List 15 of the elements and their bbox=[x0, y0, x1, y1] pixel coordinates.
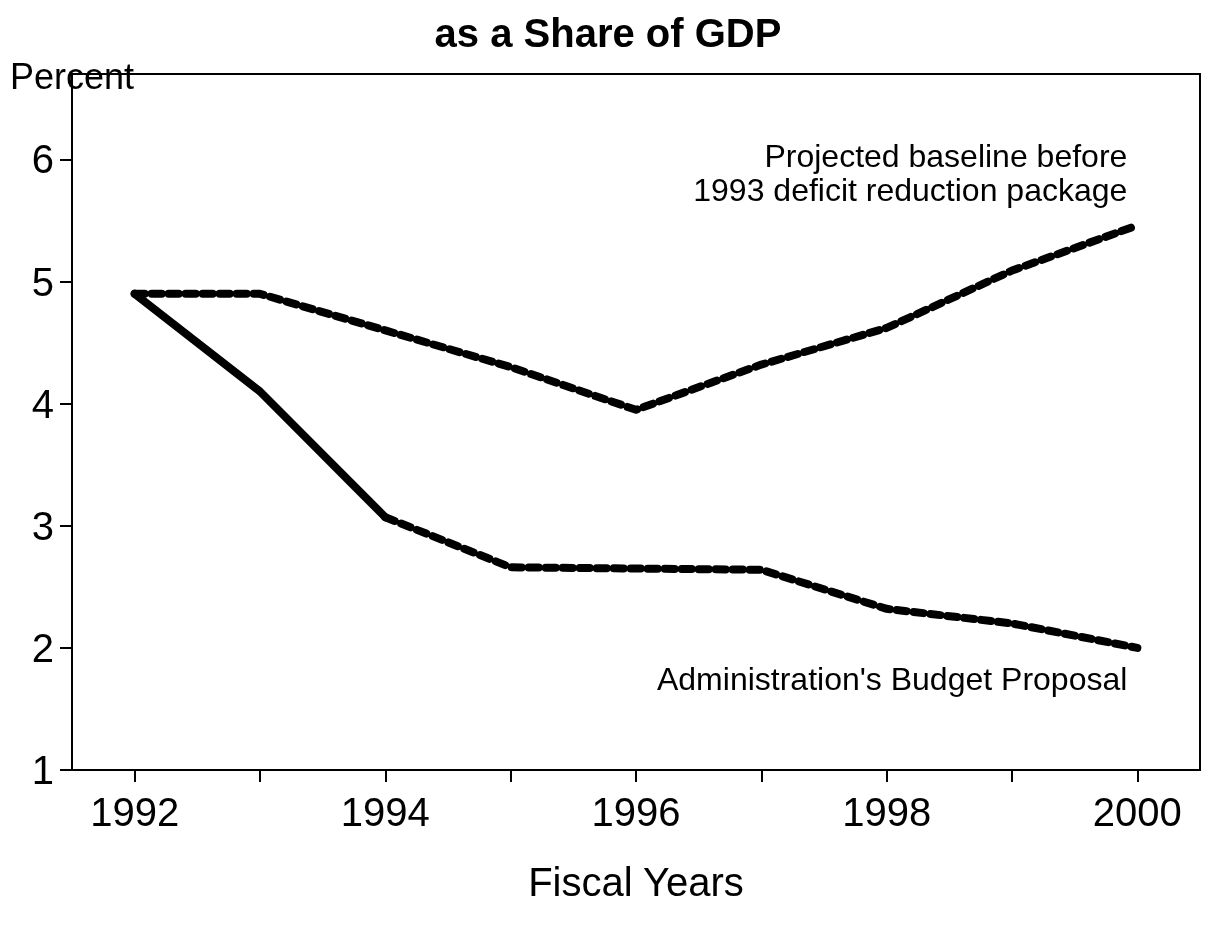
series-label: Projected baseline before 1993 deficit reduction package bbox=[693, 138, 1128, 209]
x-tick-label: 1994 bbox=[340, 790, 430, 834]
x-tick-label: 2000 bbox=[1092, 790, 1182, 834]
y-tick-label: 4 bbox=[31, 381, 54, 426]
series-label: Administration's Budget Proposal bbox=[656, 660, 1128, 697]
y-tick-label: 1 bbox=[31, 748, 54, 792]
y-tick-label: 5 bbox=[31, 259, 54, 304]
x-tick-label: 1996 bbox=[591, 790, 681, 834]
x-axis-title: Fiscal Years bbox=[528, 860, 744, 904]
y-tick-label: 2 bbox=[31, 625, 54, 670]
y-tick-label: 6 bbox=[31, 137, 54, 182]
y-tick-label: 3 bbox=[31, 503, 54, 548]
x-tick-label: 1998 bbox=[842, 790, 932, 834]
chart-title: as a Share of GDP bbox=[434, 11, 782, 55]
x-tick-label: 1992 bbox=[90, 790, 180, 834]
